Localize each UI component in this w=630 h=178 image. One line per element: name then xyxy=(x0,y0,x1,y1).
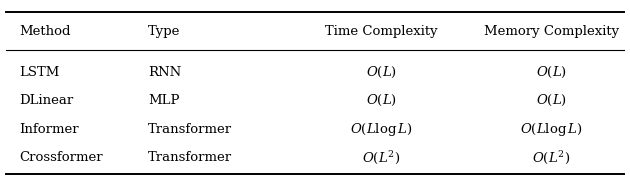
Text: Informer: Informer xyxy=(19,122,79,136)
Text: $O(L^2)$: $O(L^2)$ xyxy=(362,149,400,166)
Text: $O(L \log L)$: $O(L \log L)$ xyxy=(520,121,583,138)
Text: $O(L^2)$: $O(L^2)$ xyxy=(532,149,570,166)
Text: $O(L)$: $O(L)$ xyxy=(365,65,397,80)
Text: Method: Method xyxy=(19,25,71,38)
Text: Type: Type xyxy=(148,25,180,38)
Text: Transformer: Transformer xyxy=(148,151,232,164)
Text: MLP: MLP xyxy=(148,94,180,107)
Text: Crossformer: Crossformer xyxy=(19,151,103,164)
Text: Memory Complexity: Memory Complexity xyxy=(484,25,619,38)
Text: Transformer: Transformer xyxy=(148,122,232,136)
Text: DLinear: DLinear xyxy=(19,94,73,107)
Text: $O(L \log L)$: $O(L \log L)$ xyxy=(350,121,413,138)
Text: $O(L)$: $O(L)$ xyxy=(365,93,397,108)
Text: $O(L)$: $O(L)$ xyxy=(536,65,567,80)
Text: LSTM: LSTM xyxy=(19,66,59,79)
Text: $O(L)$: $O(L)$ xyxy=(536,93,567,108)
Text: Time Complexity: Time Complexity xyxy=(325,25,437,38)
Text: RNN: RNN xyxy=(148,66,181,79)
